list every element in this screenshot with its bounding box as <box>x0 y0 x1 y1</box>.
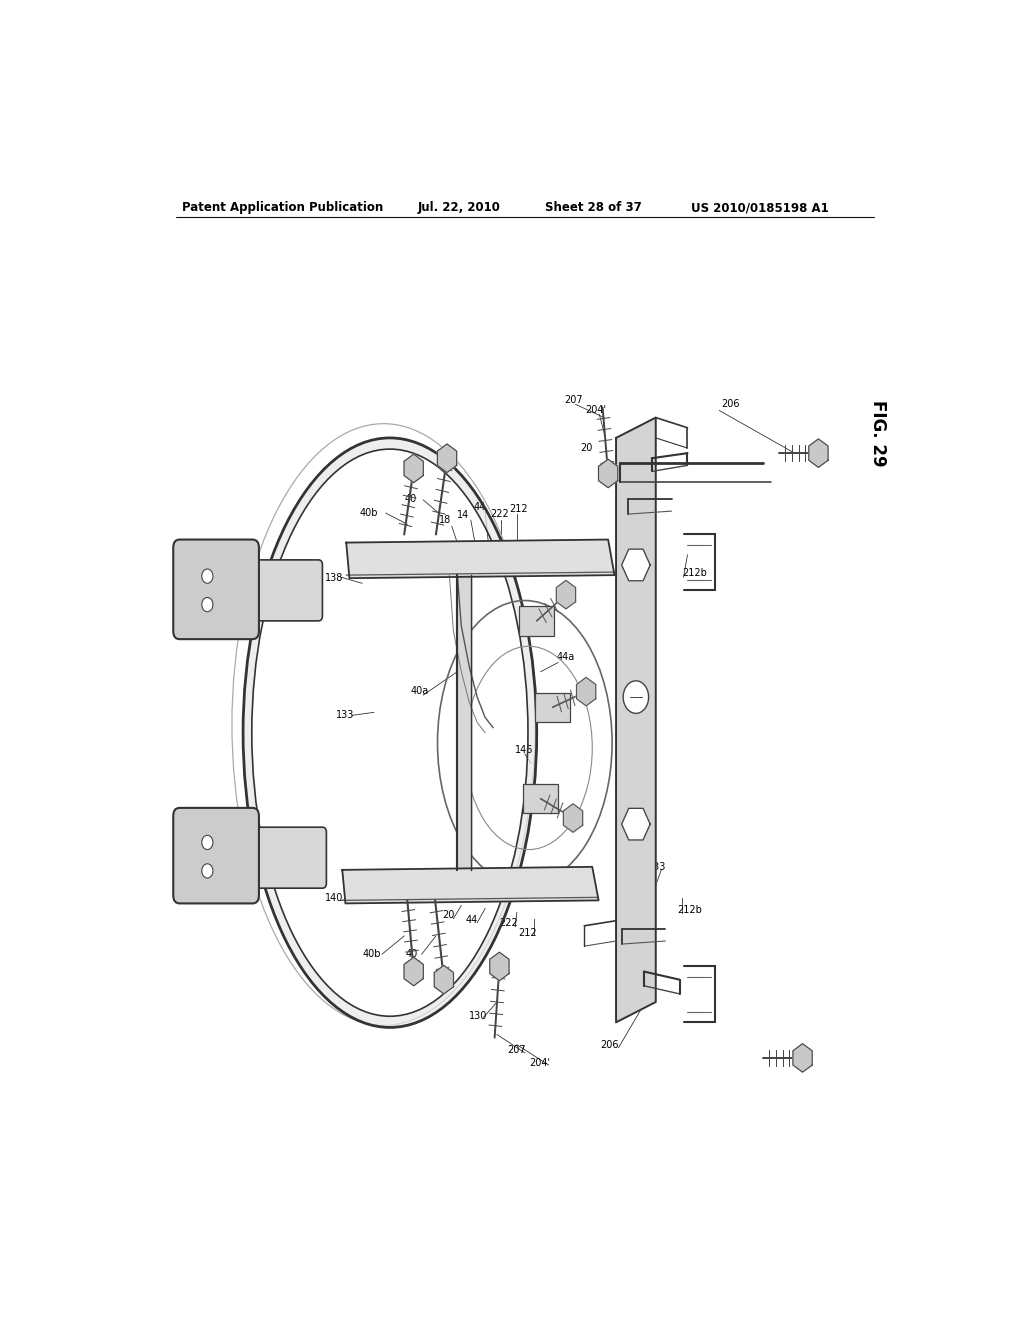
Text: 204': 204' <box>585 405 606 416</box>
Polygon shape <box>809 440 828 467</box>
Text: 14: 14 <box>458 510 470 520</box>
Text: 133: 133 <box>648 862 667 871</box>
Text: 212b: 212b <box>682 568 707 578</box>
Text: 44: 44 <box>465 915 477 925</box>
Text: 212b: 212b <box>677 904 702 915</box>
Text: 40: 40 <box>406 949 418 960</box>
Polygon shape <box>243 438 537 1027</box>
Polygon shape <box>598 459 617 487</box>
Text: 205: 205 <box>632 942 650 952</box>
Polygon shape <box>489 952 509 981</box>
Polygon shape <box>563 804 583 833</box>
Polygon shape <box>404 957 423 986</box>
Text: 207: 207 <box>564 395 583 405</box>
Text: 146: 146 <box>515 744 534 755</box>
Text: FIG. 29: FIG. 29 <box>869 400 887 466</box>
Polygon shape <box>556 581 575 609</box>
Text: US 2010/0185198 A1: US 2010/0185198 A1 <box>691 201 829 214</box>
Text: 142: 142 <box>176 594 195 605</box>
Text: Patent Application Publication: Patent Application Publication <box>182 201 383 214</box>
Text: 222: 222 <box>500 917 518 928</box>
FancyBboxPatch shape <box>247 560 323 620</box>
Text: 205: 205 <box>632 499 650 510</box>
Text: 138: 138 <box>325 573 343 583</box>
Text: 130: 130 <box>469 1011 487 1022</box>
Text: 207: 207 <box>507 1045 526 1055</box>
Text: 206: 206 <box>722 400 740 409</box>
Text: 40b: 40b <box>359 508 378 519</box>
FancyBboxPatch shape <box>173 540 259 639</box>
FancyBboxPatch shape <box>247 828 327 888</box>
Circle shape <box>202 569 213 583</box>
Polygon shape <box>616 417 655 1022</box>
Text: 204': 204' <box>528 1059 550 1068</box>
Polygon shape <box>404 454 423 483</box>
Text: 140: 140 <box>325 894 343 903</box>
Polygon shape <box>793 1044 812 1072</box>
Text: 40a: 40a <box>411 686 429 696</box>
Polygon shape <box>434 965 454 994</box>
Text: 20: 20 <box>442 909 455 920</box>
Circle shape <box>202 836 213 850</box>
Circle shape <box>202 863 213 878</box>
FancyBboxPatch shape <box>519 606 554 636</box>
Text: 206: 206 <box>600 1040 618 1049</box>
Polygon shape <box>458 576 471 870</box>
Text: Sheet 28 of 37: Sheet 28 of 37 <box>545 201 641 214</box>
Text: 44: 44 <box>474 502 486 512</box>
Text: 133: 133 <box>336 710 354 721</box>
FancyBboxPatch shape <box>523 784 558 813</box>
Polygon shape <box>437 444 457 473</box>
Text: Jul. 22, 2010: Jul. 22, 2010 <box>418 201 501 214</box>
Circle shape <box>624 681 648 713</box>
Polygon shape <box>622 549 650 581</box>
Text: 20: 20 <box>581 444 593 453</box>
Polygon shape <box>577 677 596 706</box>
FancyBboxPatch shape <box>173 808 259 903</box>
Text: 212: 212 <box>518 928 537 939</box>
FancyBboxPatch shape <box>536 693 570 722</box>
Polygon shape <box>346 540 614 578</box>
Text: 40: 40 <box>404 494 417 504</box>
Text: 212: 212 <box>509 504 527 513</box>
Text: 18: 18 <box>439 515 452 525</box>
Polygon shape <box>342 867 599 903</box>
Polygon shape <box>622 808 650 840</box>
Circle shape <box>202 598 213 611</box>
Text: 222: 222 <box>489 510 509 519</box>
Text: 40b: 40b <box>362 949 381 960</box>
Text: 44a: 44a <box>557 652 574 663</box>
